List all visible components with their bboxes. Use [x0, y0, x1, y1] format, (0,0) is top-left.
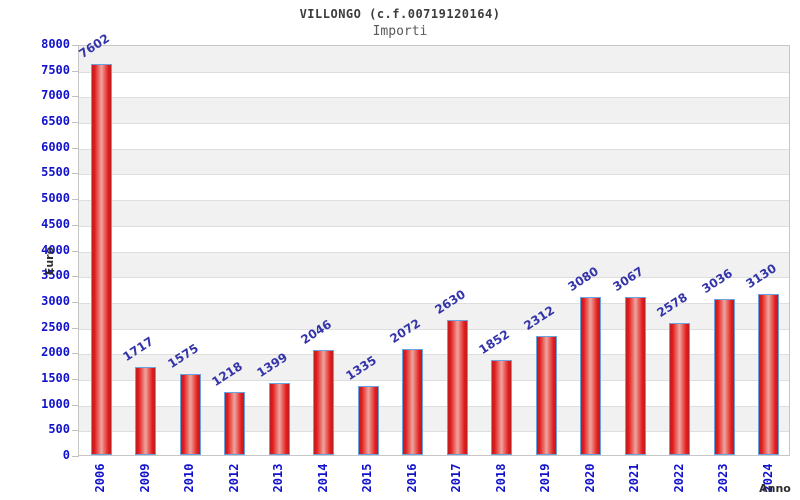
bar — [357, 386, 379, 455]
y-tick-label: 8000 — [41, 37, 70, 51]
y-tick-mark — [72, 70, 79, 72]
bar — [669, 322, 691, 455]
y-tick-mark — [72, 430, 79, 432]
x-tick-label: 2023 — [716, 463, 731, 493]
x-tick-label: 2012 — [226, 463, 241, 493]
gridline — [79, 123, 789, 125]
gridline — [79, 200, 789, 202]
gridline — [79, 379, 789, 381]
y-tick-label: 6000 — [41, 139, 70, 154]
y-tick-label: 4000 — [41, 242, 70, 257]
x-tick-label: 2014 — [315, 463, 330, 493]
bar — [758, 294, 780, 455]
bar — [624, 297, 646, 455]
bar — [580, 296, 602, 455]
gridline — [79, 328, 789, 330]
x-tick-label: 2018 — [493, 463, 508, 493]
y-tick-mark — [72, 250, 79, 252]
y-tick-label: 7500 — [41, 62, 70, 77]
y-tick-label: 1500 — [41, 370, 70, 385]
y-tick-label: 1000 — [41, 396, 70, 411]
x-tick-label: 2020 — [582, 463, 597, 493]
y-axis-title: Euro — [43, 246, 56, 276]
x-tick-label: 2013 — [271, 463, 286, 493]
bar — [713, 299, 735, 455]
x-tick-label: 2015 — [360, 463, 375, 493]
y-tick-mark — [72, 173, 79, 175]
x-tick-label: 2016 — [404, 463, 419, 493]
x-tick-label: 2021 — [627, 463, 642, 493]
y-tick-mark — [72, 378, 79, 380]
bar — [179, 374, 201, 455]
gridline — [79, 97, 789, 99]
gridline — [79, 225, 789, 227]
gridline — [79, 354, 789, 356]
plot-band — [79, 200, 789, 226]
y-tick-mark — [72, 276, 79, 278]
gridline — [79, 277, 789, 279]
x-tick-label: 2010 — [182, 463, 197, 493]
plot-band — [79, 251, 789, 278]
y-tick-label: 0 — [62, 448, 70, 462]
x-tick-label: 2022 — [671, 463, 686, 493]
gridline — [79, 251, 789, 253]
y-tick-mark — [72, 327, 79, 329]
y-tick-mark — [72, 96, 79, 98]
y-tick-label: 4500 — [41, 216, 70, 231]
y-tick-label: 7000 — [41, 88, 70, 103]
bar — [90, 64, 112, 455]
y-tick-mark — [72, 353, 79, 355]
plot-band — [79, 97, 789, 124]
y-tick-label: 2500 — [41, 319, 70, 334]
chart-subtitle: Importi — [372, 24, 428, 39]
gridline — [79, 431, 789, 433]
bar — [224, 392, 246, 455]
bar — [268, 383, 290, 455]
y-tick-label: 6500 — [41, 114, 70, 129]
plot-band — [79, 46, 789, 72]
gridline — [79, 302, 789, 304]
y-tick-mark — [72, 224, 79, 226]
y-tick-mark — [72, 301, 79, 303]
y-tick-label: 3500 — [41, 268, 70, 283]
y-tick-mark — [72, 199, 79, 201]
bar — [446, 319, 468, 455]
x-axis-title: Anno — [759, 482, 791, 495]
x-tick-label: 2009 — [137, 463, 152, 493]
plot-band — [79, 148, 789, 175]
plot-area — [78, 45, 790, 456]
y-tick-mark — [72, 456, 79, 457]
gridline — [79, 71, 789, 73]
bar — [135, 366, 157, 455]
bar — [535, 336, 557, 455]
y-tick-label: 500 — [48, 422, 70, 437]
gridline — [79, 405, 789, 407]
gridline — [79, 174, 789, 176]
y-tick-label: 5500 — [41, 165, 70, 180]
y-tick-mark — [72, 45, 79, 46]
bar — [313, 349, 335, 455]
y-tick-label: 3000 — [41, 293, 70, 308]
y-tick-label: 5000 — [41, 191, 70, 206]
bar — [491, 359, 513, 455]
bar — [402, 348, 424, 455]
y-tick-mark — [72, 404, 79, 406]
chart-title: VILLONGO (c.f.00719120164) — [299, 7, 501, 21]
gridline — [79, 148, 789, 150]
x-tick-label: 2019 — [538, 463, 553, 493]
x-tick-label: 2017 — [449, 463, 464, 493]
y-tick-mark — [72, 147, 79, 149]
y-tick-label: 2000 — [41, 345, 70, 360]
x-tick-label: 2006 — [93, 463, 108, 493]
y-tick-mark — [72, 122, 79, 124]
